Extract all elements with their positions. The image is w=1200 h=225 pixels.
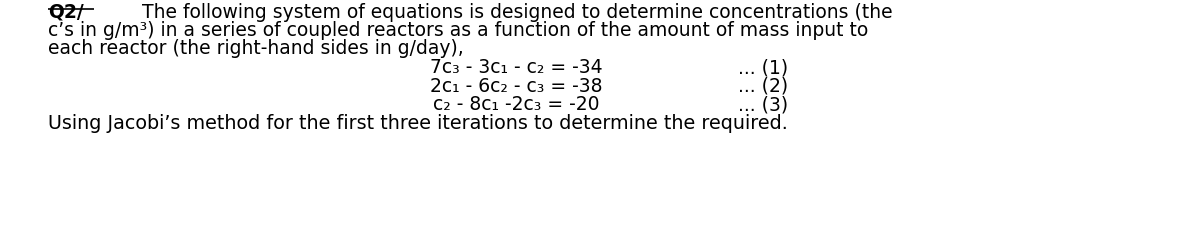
Text: c’s in g/m³) in a series of coupled reactors as a function of the amount of mass: c’s in g/m³) in a series of coupled reac… — [48, 21, 869, 40]
Text: 2c₁ - 6c₂ - c₃ = -38: 2c₁ - 6c₂ - c₃ = -38 — [430, 76, 602, 96]
Text: ... (2): ... (2) — [738, 76, 788, 96]
Text: Q2/: Q2/ — [48, 2, 84, 21]
Text: The following system of equations is designed to determine concentrations (the: The following system of equations is des… — [142, 2, 893, 21]
Text: c₂ - 8c₁ -2c₃ = -20: c₂ - 8c₁ -2c₃ = -20 — [433, 95, 599, 114]
Text: ... (1): ... (1) — [738, 58, 788, 77]
Text: ... (3): ... (3) — [738, 95, 788, 114]
Text: each reactor (the right-hand sides in g/day),: each reactor (the right-hand sides in g/… — [48, 39, 463, 58]
Text: Using Jacobi’s method for the first three iterations to determine the required.: Using Jacobi’s method for the first thre… — [48, 114, 788, 133]
Text: 7c₃ - 3c₁ - c₂ = -34: 7c₃ - 3c₁ - c₂ = -34 — [430, 58, 602, 77]
